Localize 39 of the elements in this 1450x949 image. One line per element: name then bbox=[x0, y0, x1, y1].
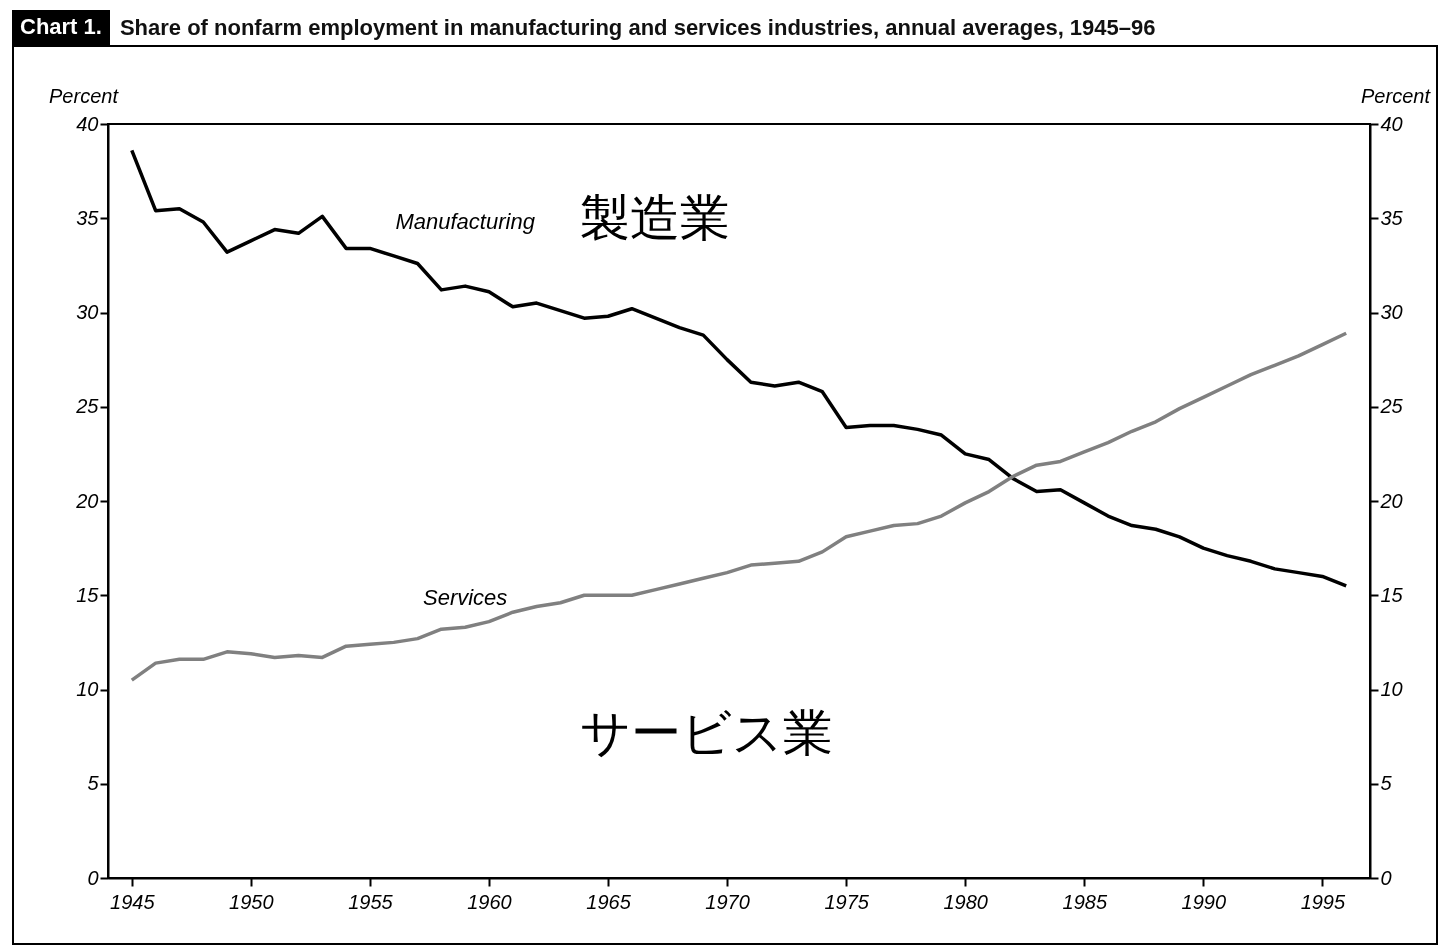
y2-tick-label: 15 bbox=[1380, 583, 1404, 606]
y-axis-title: Percent bbox=[49, 84, 120, 107]
x-tick-label: 1965 bbox=[586, 890, 632, 913]
y-tick-label: 15 bbox=[76, 583, 100, 606]
x-tick-label: 1950 bbox=[229, 890, 274, 913]
y2-tick-label: 5 bbox=[1380, 772, 1393, 795]
y2-tick-label: 20 bbox=[1379, 489, 1403, 512]
y-tick-label: 10 bbox=[76, 678, 99, 700]
y-tick-label: 25 bbox=[75, 395, 100, 418]
x-tick-label: 1995 bbox=[1300, 890, 1346, 913]
x-tick-label: 1975 bbox=[824, 890, 870, 913]
x-tick-label: 1970 bbox=[705, 890, 750, 913]
y2-tick-label: 35 bbox=[1380, 206, 1404, 229]
y-tick-label: 35 bbox=[76, 206, 100, 229]
x-tick-label: 1980 bbox=[943, 890, 988, 913]
annotation: サービス業 bbox=[580, 703, 833, 764]
y2-tick-label: 30 bbox=[1380, 301, 1403, 323]
y2-tick-label: 10 bbox=[1380, 678, 1403, 700]
line-series bbox=[130, 331, 1348, 682]
y2-tick-label: 25 bbox=[1379, 395, 1404, 418]
series-label: Manufacturing bbox=[395, 209, 536, 235]
series-label: Services bbox=[422, 585, 508, 611]
x-tick-label: 1960 bbox=[467, 890, 512, 913]
annotation: 製造業 bbox=[580, 188, 730, 249]
y-tick-label: 0 bbox=[87, 866, 99, 889]
y-tick-label: 5 bbox=[87, 772, 100, 795]
y-tick-label: 30 bbox=[76, 301, 99, 323]
x-tick-label: 1985 bbox=[1062, 890, 1108, 913]
y2-tick-label: 0 bbox=[1380, 866, 1392, 889]
y2-axis-title: Percent bbox=[1361, 84, 1432, 107]
x-tick-label: 1990 bbox=[1181, 890, 1227, 913]
x-tick-label: 1945 bbox=[110, 890, 156, 913]
y-tick-label: 40 bbox=[76, 112, 99, 135]
chart-title: Share of nonfarm employment in manufacturing and services industries, annual averages, 1945–96 bbox=[119, 15, 1156, 41]
y2-tick-label: 40 bbox=[1380, 112, 1403, 135]
caption: Chart 1. bbox=[12, 10, 110, 46]
line-series bbox=[130, 148, 1348, 588]
y-tick-label: 20 bbox=[75, 489, 99, 512]
x-tick-label: 1955 bbox=[348, 890, 394, 913]
